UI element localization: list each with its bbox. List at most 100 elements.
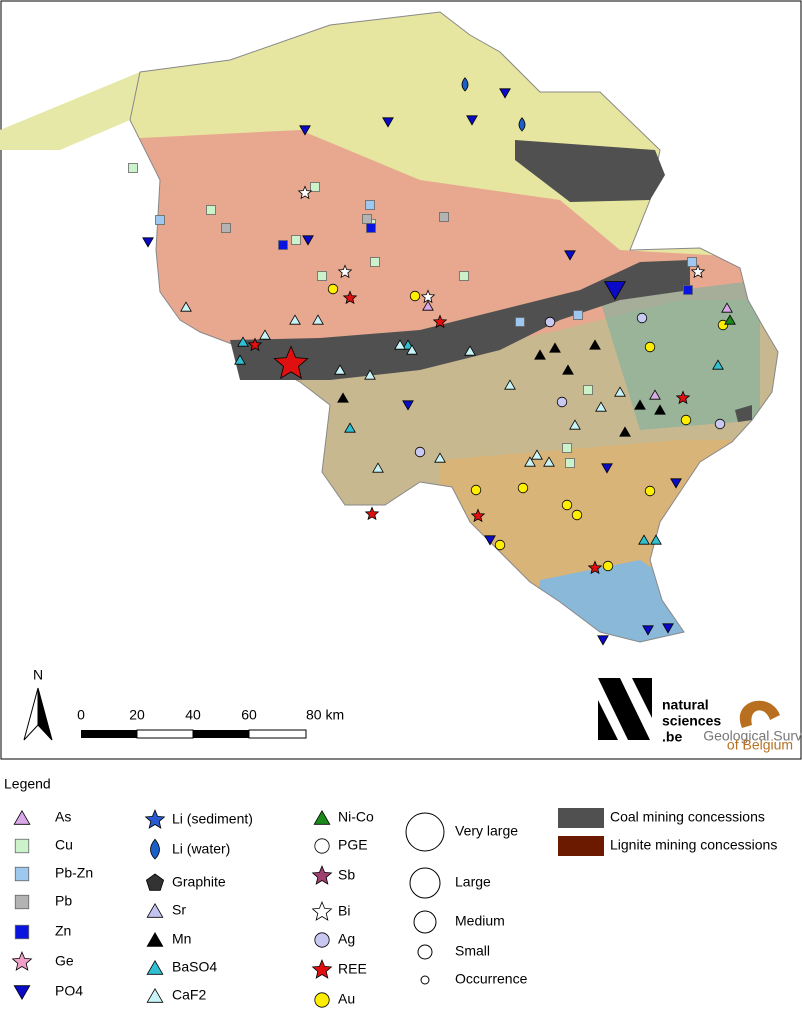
symbol xyxy=(649,389,661,400)
symbol xyxy=(14,866,30,882)
symbol xyxy=(409,290,421,302)
symbol xyxy=(342,290,358,305)
size-symbol xyxy=(413,910,437,934)
symbol xyxy=(312,314,324,325)
symbol xyxy=(382,117,394,128)
symbol xyxy=(302,235,314,246)
symbol xyxy=(724,314,736,325)
symbol xyxy=(314,838,330,854)
symbol xyxy=(11,951,33,971)
symbol xyxy=(278,240,288,250)
legend-label: Ag xyxy=(338,931,355,947)
symbol xyxy=(564,250,576,261)
symbol xyxy=(562,364,574,375)
symbol xyxy=(638,534,650,545)
symbol xyxy=(344,422,356,433)
symbol xyxy=(721,302,733,313)
symbol xyxy=(675,390,691,405)
logo-text: Geological Survey xyxy=(703,728,802,744)
symbol xyxy=(364,506,380,521)
symbol xyxy=(690,264,706,279)
legend-label: Ge xyxy=(55,953,74,969)
symbol xyxy=(504,379,516,390)
symbol xyxy=(494,539,506,551)
symbol xyxy=(247,337,263,352)
symbol xyxy=(587,560,603,575)
scale-bar xyxy=(81,729,307,739)
symbol xyxy=(680,414,692,426)
scale-label: 0 xyxy=(77,707,85,723)
symbol xyxy=(14,924,30,940)
symbol xyxy=(549,342,561,353)
symbol xyxy=(259,329,271,340)
symbol xyxy=(459,271,469,281)
symbol xyxy=(499,88,511,99)
legend-label: Occurrence xyxy=(455,971,528,987)
symbol xyxy=(155,215,165,225)
legend-label: CaF2 xyxy=(172,987,206,1003)
symbol xyxy=(337,264,353,279)
symbol xyxy=(556,396,568,408)
symbol xyxy=(414,446,426,458)
symbol xyxy=(439,212,449,222)
symbol xyxy=(311,865,333,885)
size-symbol xyxy=(420,975,430,985)
legend-label: Very large xyxy=(455,823,518,839)
symbol xyxy=(687,257,697,267)
symbol xyxy=(603,281,627,301)
area-symbol xyxy=(558,808,604,828)
legend-title: Legend xyxy=(4,776,51,792)
symbol xyxy=(364,369,376,380)
symbol xyxy=(644,485,656,497)
legend-label: Cu xyxy=(55,837,73,853)
legend-label: Zn xyxy=(55,923,71,939)
symbol xyxy=(291,235,301,245)
symbol xyxy=(180,301,192,312)
legend-label: Pb-Zn xyxy=(55,865,93,881)
legend-label: Mn xyxy=(172,931,191,947)
symbol xyxy=(327,283,339,295)
symbol xyxy=(531,449,543,460)
north-label: N xyxy=(33,667,43,683)
symbol xyxy=(145,873,165,891)
neighbour-area xyxy=(0,72,140,150)
symbol xyxy=(317,271,327,281)
symbol xyxy=(313,810,331,825)
symbol xyxy=(365,200,375,210)
symbol xyxy=(297,185,313,200)
size-symbol xyxy=(417,944,433,960)
size-symbol xyxy=(409,867,441,899)
symbol xyxy=(142,237,154,248)
symbol xyxy=(589,339,601,350)
legend-label: Au xyxy=(338,991,355,1007)
legend-label: Ni-Co xyxy=(338,809,374,825)
occurrences xyxy=(128,77,736,646)
symbol xyxy=(712,359,724,370)
symbol xyxy=(314,932,330,948)
legend-label: REE xyxy=(338,961,367,977)
north-arrow xyxy=(37,687,53,741)
legend-label: Bi xyxy=(338,903,350,919)
symbol xyxy=(366,223,376,233)
symbol xyxy=(670,478,682,489)
symbol xyxy=(406,344,418,355)
symbol xyxy=(14,838,30,854)
scale-segment xyxy=(248,729,307,739)
symbol xyxy=(434,452,446,463)
symbol xyxy=(650,534,662,545)
symbol xyxy=(619,426,631,437)
symbol xyxy=(13,985,31,1000)
symbol xyxy=(311,901,333,921)
symbol xyxy=(544,316,556,328)
legend-label: PGE xyxy=(338,837,368,853)
symbol xyxy=(310,182,320,192)
symbol xyxy=(370,257,380,267)
symbol xyxy=(524,456,536,467)
scale-segment xyxy=(136,729,194,739)
scale-label: 40 xyxy=(185,707,201,723)
symbol xyxy=(299,125,311,136)
symbol xyxy=(714,418,726,430)
legend-label: Sb xyxy=(338,867,355,883)
symbol xyxy=(234,354,246,365)
